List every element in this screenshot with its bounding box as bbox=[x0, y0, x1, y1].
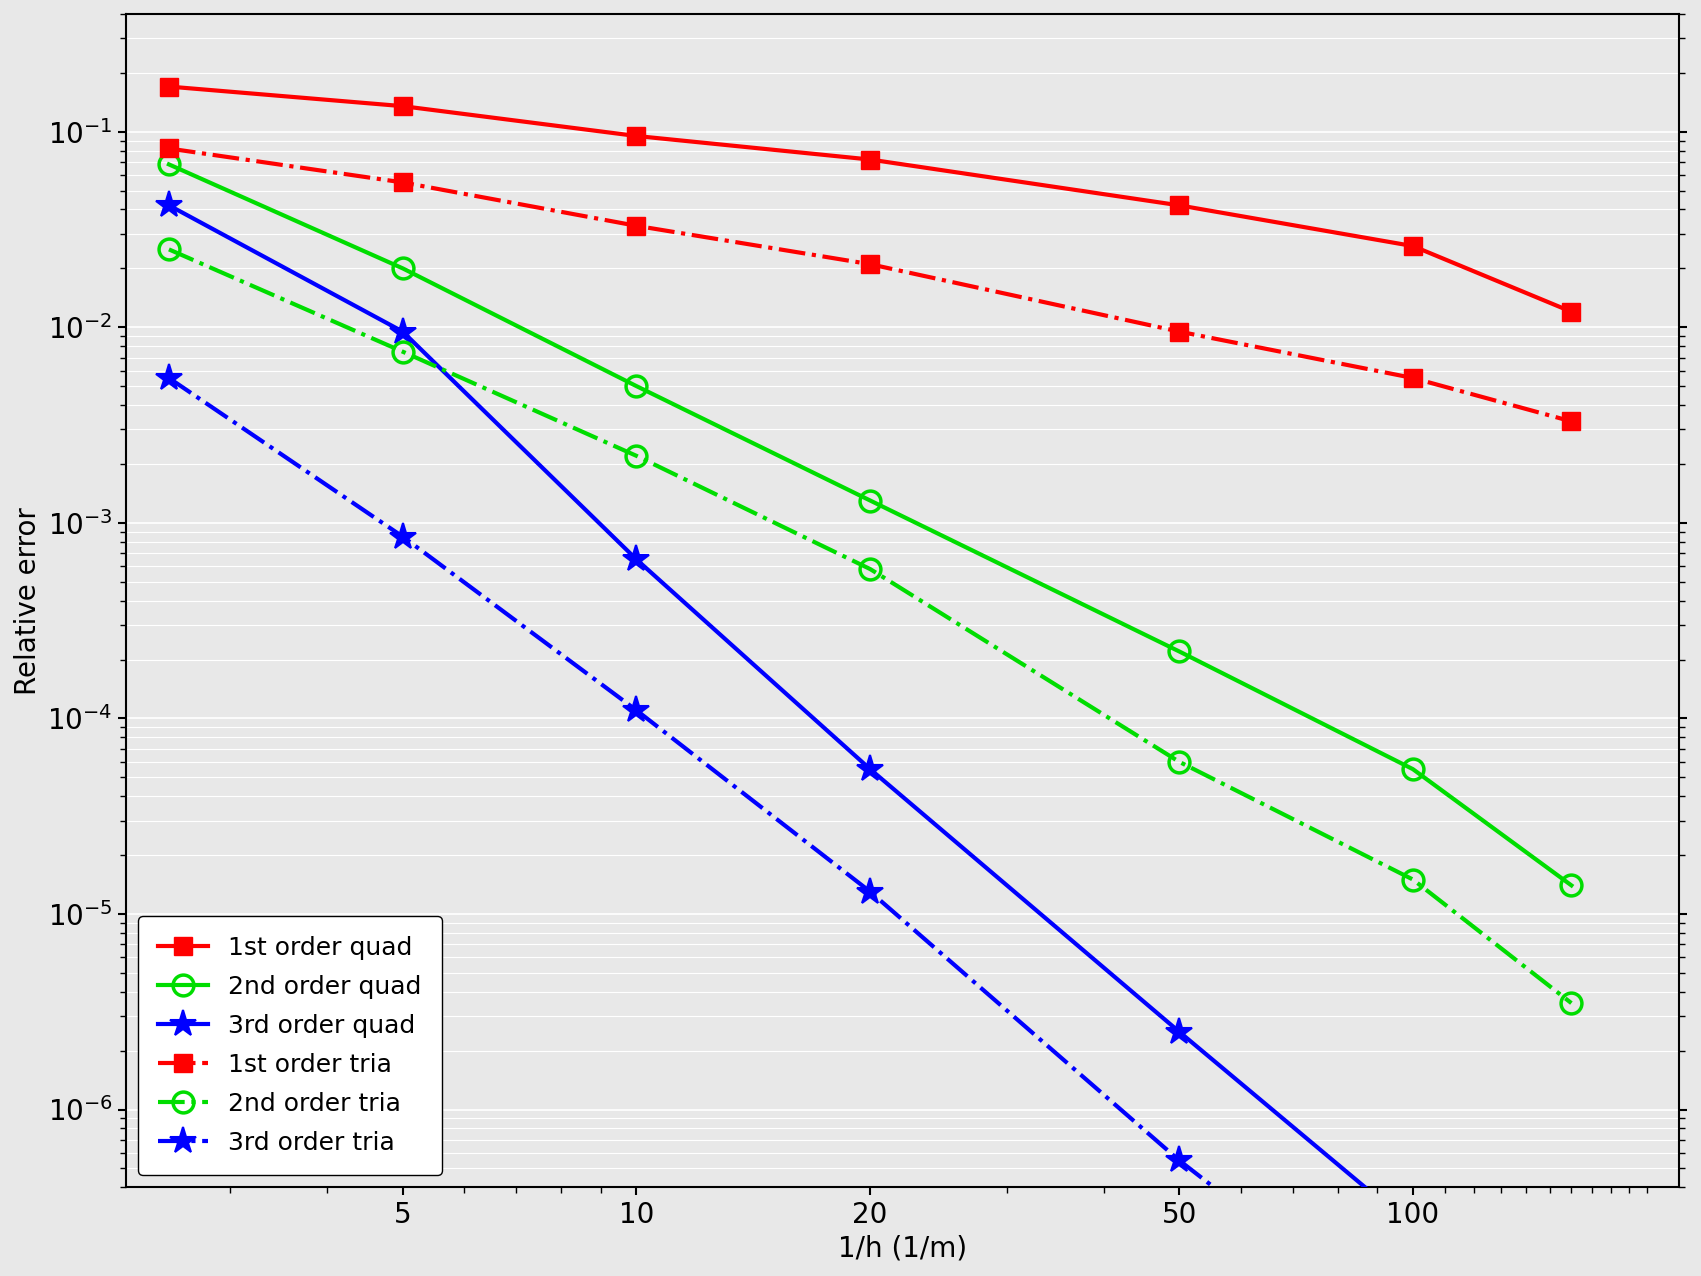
1st order tria bbox=[1403, 370, 1424, 385]
Line: 1st order quad: 1st order quad bbox=[160, 78, 1580, 320]
2nd order tria bbox=[393, 345, 413, 360]
Line: 3rd order tria: 3rd order tria bbox=[155, 364, 1585, 1276]
3rd order tria bbox=[158, 370, 179, 385]
1st order quad bbox=[1562, 304, 1582, 319]
3rd order quad bbox=[626, 551, 646, 567]
1st order tria bbox=[158, 140, 179, 156]
3rd order tria bbox=[1169, 1152, 1189, 1168]
1st order quad bbox=[861, 152, 881, 167]
2nd order tria bbox=[1403, 872, 1424, 887]
2nd order quad bbox=[626, 379, 646, 394]
Line: 3rd order quad: 3rd order quad bbox=[155, 191, 1585, 1276]
X-axis label: 1/h (1/m): 1/h (1/m) bbox=[837, 1234, 966, 1262]
3rd order quad bbox=[1403, 1220, 1424, 1235]
2nd order tria bbox=[158, 241, 179, 256]
3rd order quad bbox=[393, 324, 413, 339]
2nd order tria bbox=[1562, 995, 1582, 1011]
3rd order quad bbox=[1169, 1025, 1189, 1040]
1st order quad bbox=[1403, 239, 1424, 254]
1st order tria bbox=[626, 218, 646, 234]
3rd order quad bbox=[861, 762, 881, 777]
1st order tria bbox=[1562, 413, 1582, 429]
2nd order tria bbox=[1169, 754, 1189, 769]
2nd order quad bbox=[393, 260, 413, 276]
3rd order tria bbox=[626, 703, 646, 718]
2nd order quad bbox=[1562, 878, 1582, 893]
1st order quad bbox=[158, 79, 179, 94]
2nd order quad bbox=[861, 493, 881, 508]
3rd order tria bbox=[861, 884, 881, 900]
3rd order tria bbox=[393, 530, 413, 545]
Line: 2nd order tria: 2nd order tria bbox=[158, 239, 1582, 1013]
Line: 1st order tria: 1st order tria bbox=[160, 139, 1580, 430]
1st order tria bbox=[861, 256, 881, 272]
1st order quad bbox=[1169, 198, 1189, 213]
1st order tria bbox=[1169, 324, 1189, 339]
Legend: 1st order quad, 2nd order quad, 3rd order quad, 1st order tria, 2nd order tria, : 1st order quad, 2nd order quad, 3rd orde… bbox=[138, 916, 442, 1175]
1st order quad bbox=[626, 129, 646, 144]
Y-axis label: Relative error: Relative error bbox=[14, 507, 43, 694]
3rd order quad bbox=[158, 198, 179, 213]
2nd order quad bbox=[158, 157, 179, 172]
2nd order tria bbox=[626, 448, 646, 463]
2nd order tria bbox=[861, 561, 881, 577]
1st order quad bbox=[393, 98, 413, 114]
2nd order quad bbox=[1169, 644, 1189, 660]
Line: 2nd order quad: 2nd order quad bbox=[158, 154, 1582, 896]
2nd order quad bbox=[1403, 762, 1424, 777]
1st order tria bbox=[393, 175, 413, 190]
